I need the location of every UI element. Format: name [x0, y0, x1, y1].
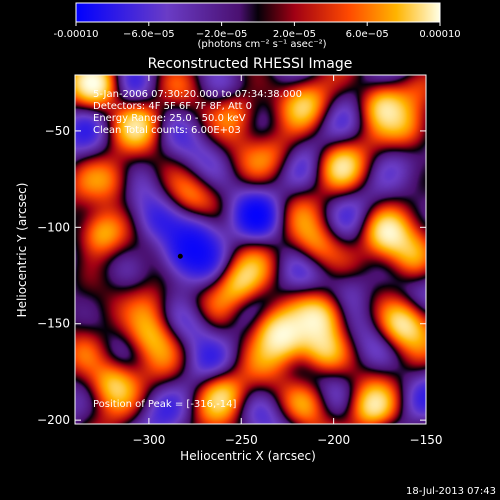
colorbar-units-label: (photons cm⁻² s⁻¹ asec⁻²)	[197, 39, 326, 50]
info-line-energy: Energy Range: 25.0 - 50.0 keV	[93, 113, 246, 124]
colorbar	[76, 3, 440, 22]
y-tick-label: −150	[37, 317, 70, 331]
heatmap-image	[75, 75, 426, 424]
x-tick-label: −200	[317, 433, 350, 447]
info-line-counts: Clean Total counts: 6.00E+03	[93, 125, 241, 136]
peak-marker	[177, 253, 183, 259]
x-tick-label: −250	[225, 433, 258, 447]
colorbar-frame	[75, 2, 441, 23]
y-axis-label: Heliocentric Y (arcsec)	[15, 183, 29, 318]
x-axis-ticks: −300 −250 −200 −150	[132, 75, 442, 447]
x-tick-label: −300	[132, 433, 165, 447]
colorbar-tick-label: 2.0e−05	[273, 29, 316, 40]
chart-title: Reconstructed RHESSI Image	[148, 56, 353, 72]
y-axis-ticks: −50 −100 −150 −200	[37, 124, 426, 427]
x-tick-label: −150	[410, 433, 443, 447]
footer-timestamp: 18-Jul-2013 07:43	[406, 486, 496, 497]
y-tick-label: −50	[45, 124, 70, 138]
y-tick-label: −100	[37, 220, 70, 234]
colorbar-tick-label: 0.00010	[419, 29, 460, 40]
colorbar-tick-label: -0.00010	[54, 29, 99, 40]
colorbar-tick-label: 6.0e−05	[346, 29, 389, 40]
peak-position-label: Position of Peak = [-316,-14]	[93, 399, 237, 410]
colorbar-tick-label: −6.0e−05	[123, 29, 175, 40]
colorbar-ticks: -0.00010 −6.0e−05 −2.0e−05 2.0e−05 6.0e−05 0.…	[54, 22, 461, 40]
colorbar-tick-label: −2.0e−05	[196, 29, 248, 40]
y-tick-label: −200	[37, 413, 70, 427]
x-axis-label: Heliocentric X (arcsec)	[180, 449, 316, 463]
info-line-detectors: Detectors: 4F 5F 6F 7F 8F, Att 0	[93, 101, 252, 112]
info-block: 5-Jan-2006 07:30:20.000 to 07:34:38.000 …	[93, 89, 302, 136]
plot-frame	[74, 74, 427, 425]
info-line-time: 5-Jan-2006 07:30:20.000 to 07:34:38.000	[93, 89, 302, 100]
